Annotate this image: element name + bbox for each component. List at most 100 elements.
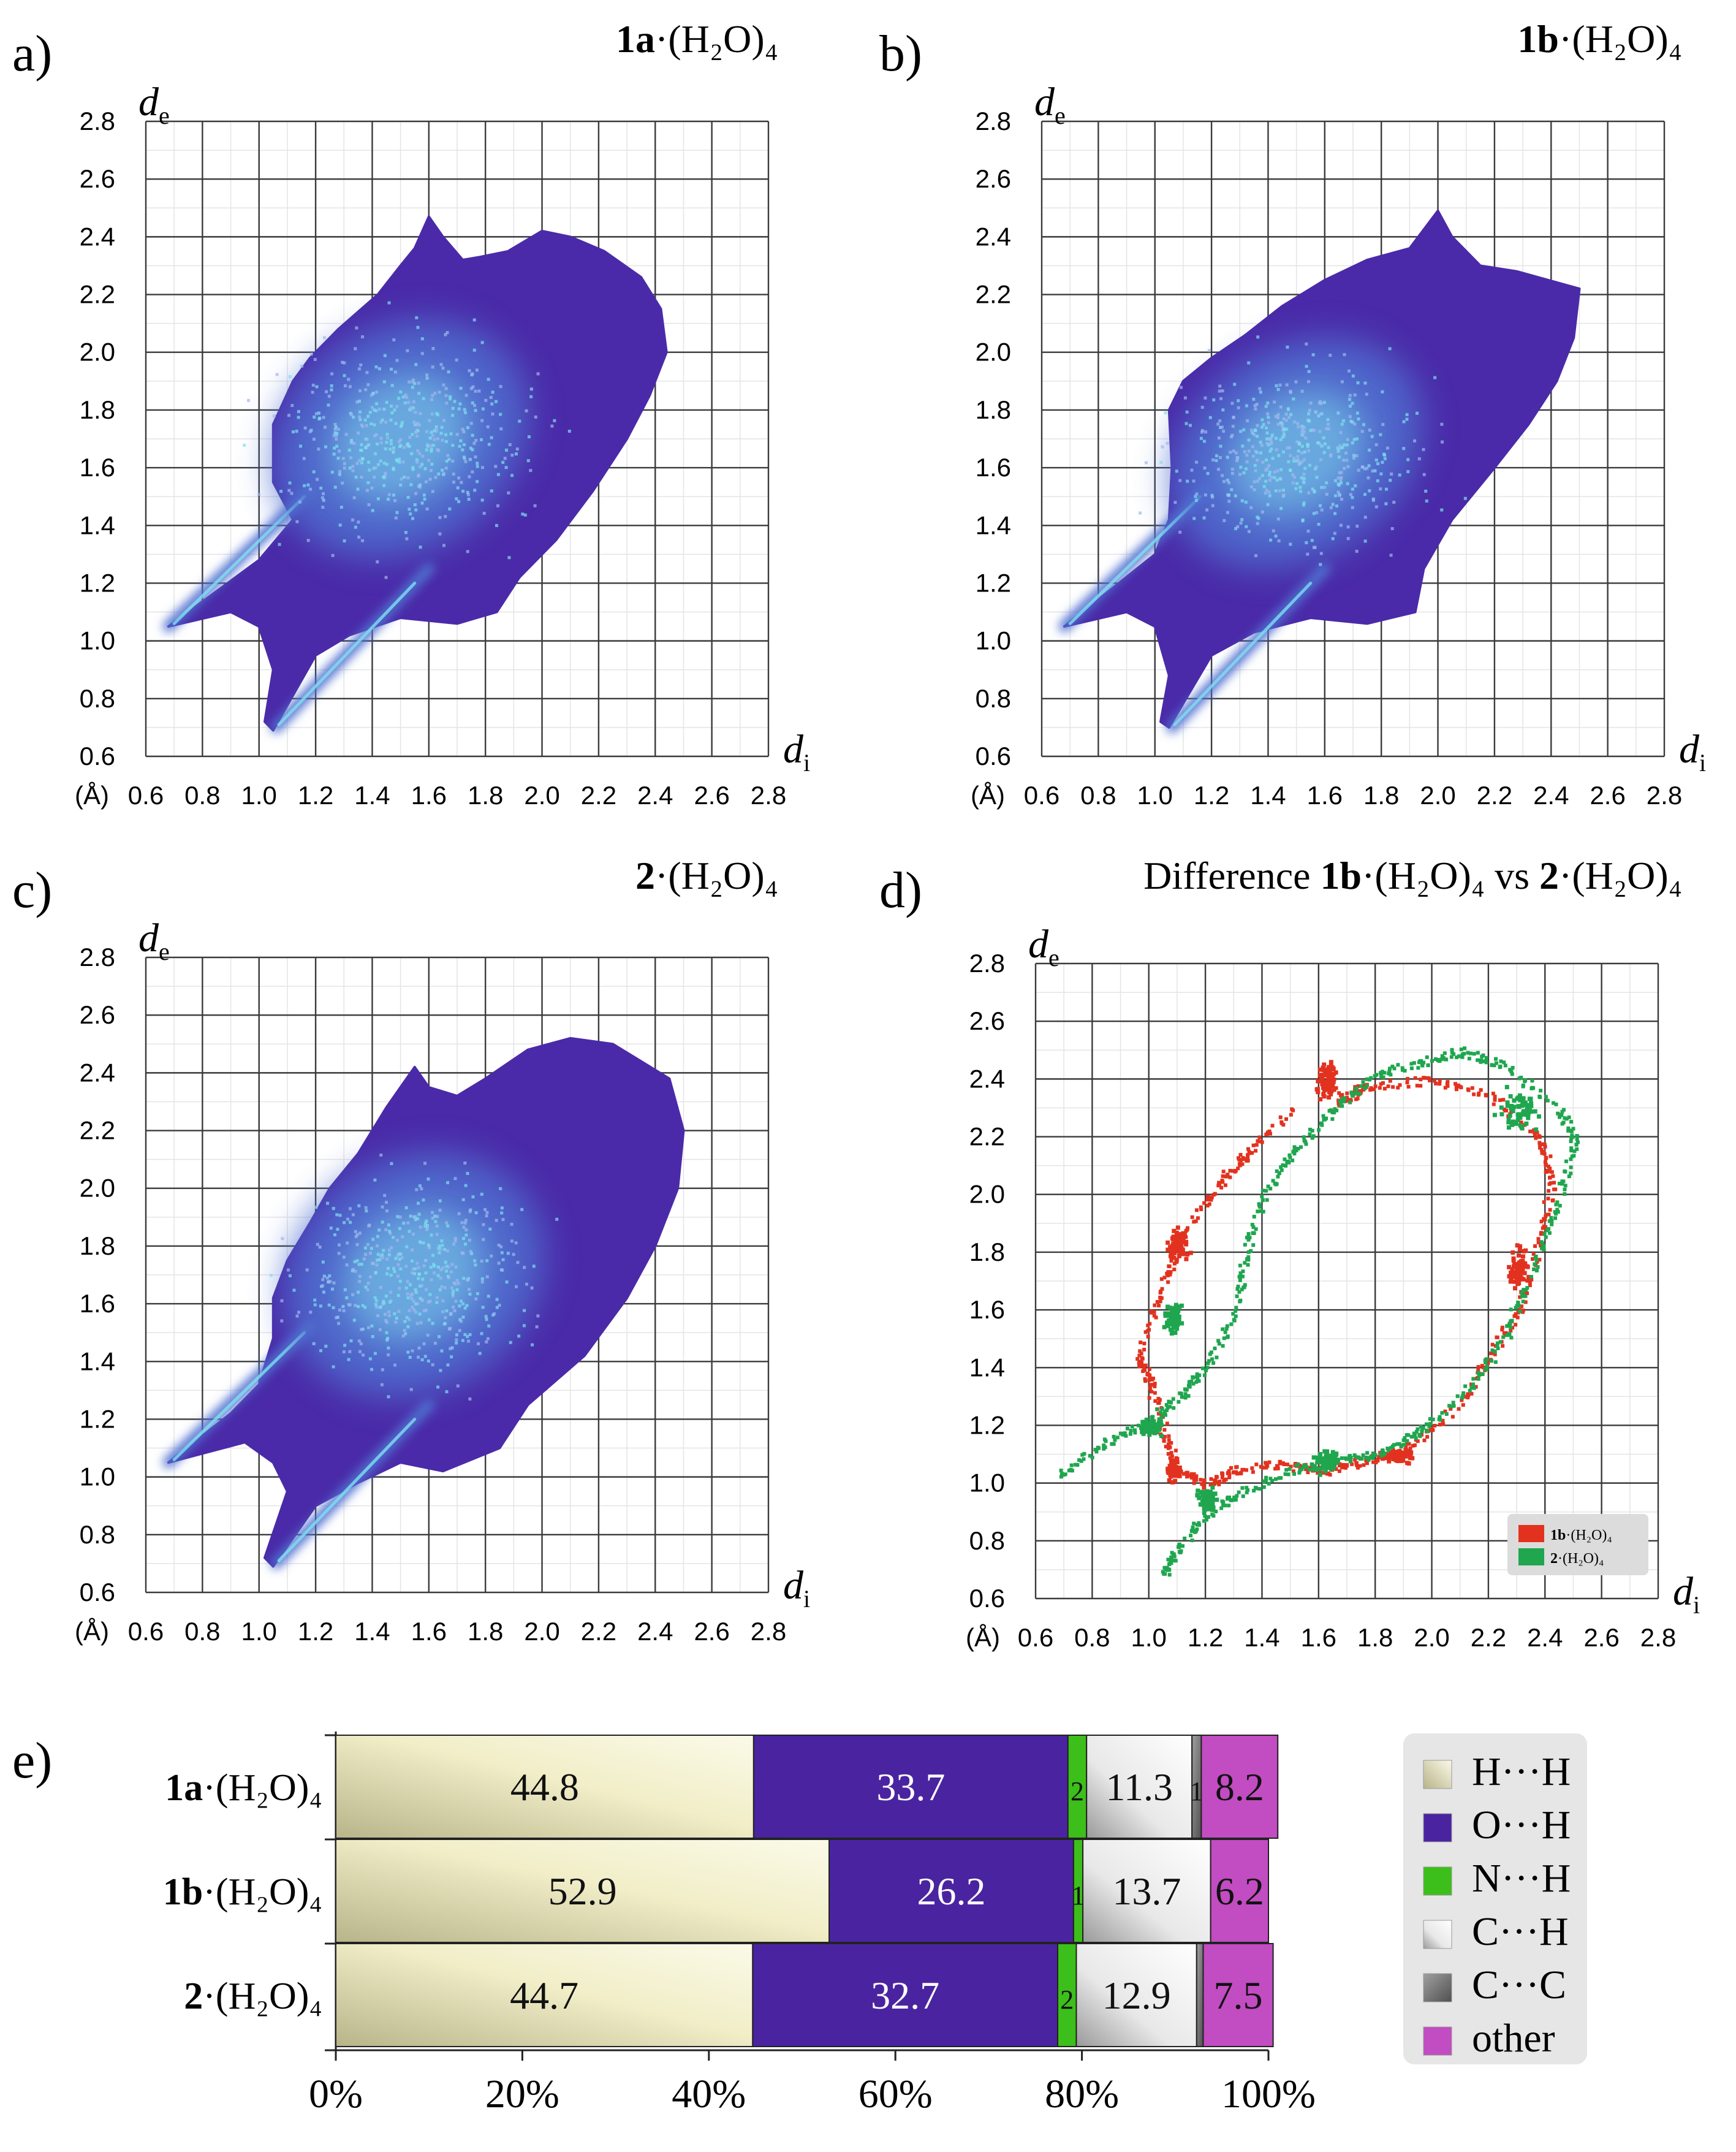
speckle <box>336 427 340 431</box>
speckle <box>1255 403 1259 406</box>
point <box>1547 1226 1551 1231</box>
point <box>1569 1171 1573 1176</box>
point <box>1560 1122 1564 1126</box>
x-tick-label: 1.2 <box>1194 781 1229 810</box>
speckle <box>361 539 365 542</box>
speckle <box>1306 419 1310 422</box>
bar-segment <box>1067 1735 1088 1839</box>
speckle <box>425 430 428 433</box>
point <box>1547 1188 1551 1193</box>
speckle <box>387 1395 390 1399</box>
point <box>1170 1473 1175 1478</box>
speckle <box>361 1328 365 1331</box>
point <box>1507 1113 1512 1118</box>
speckle <box>337 1252 341 1255</box>
speckle <box>354 1269 357 1273</box>
point <box>1112 1442 1116 1446</box>
x-tick-label: 2.6 <box>1583 1623 1619 1652</box>
speckle <box>345 1296 349 1299</box>
speckle <box>415 1188 419 1192</box>
speckle <box>1215 454 1218 458</box>
point <box>1207 1202 1211 1206</box>
point <box>1172 1558 1176 1562</box>
speckle <box>419 465 422 469</box>
point <box>1419 1059 1423 1063</box>
speckle <box>287 489 291 492</box>
speckle <box>1366 476 1370 480</box>
point <box>1147 1432 1152 1437</box>
point <box>1264 1478 1268 1483</box>
point <box>1238 1472 1243 1476</box>
point <box>1317 1472 1322 1477</box>
point <box>1524 1288 1528 1292</box>
speckle <box>1355 454 1359 458</box>
speckle <box>1339 431 1343 435</box>
speckle <box>359 1342 363 1345</box>
point <box>1264 1466 1268 1470</box>
point <box>1246 1153 1250 1157</box>
speckle <box>415 1261 419 1265</box>
point <box>1202 1511 1206 1515</box>
point <box>1305 1465 1309 1469</box>
x-tick-label: 2.4 <box>1527 1623 1563 1652</box>
point <box>1355 1091 1360 1095</box>
speckle <box>1297 449 1300 453</box>
speckle <box>295 430 298 433</box>
speckle <box>1413 439 1417 443</box>
speckle <box>359 363 363 367</box>
speckle <box>514 452 518 456</box>
speckle <box>363 418 367 422</box>
speckle <box>1333 531 1336 535</box>
speckle <box>1335 504 1338 508</box>
speckle <box>1218 384 1222 388</box>
speckle <box>379 459 382 463</box>
point <box>1167 1478 1172 1483</box>
point <box>1231 1312 1235 1316</box>
speckle <box>1227 500 1231 503</box>
point <box>1327 1082 1332 1087</box>
speckle <box>364 1285 368 1289</box>
y-tick-label: 2.0 <box>969 1180 1005 1209</box>
speckle <box>1360 430 1364 433</box>
point <box>1177 1304 1182 1309</box>
point <box>1170 1551 1174 1555</box>
speckle <box>480 1192 483 1196</box>
y-tick-label: 1.4 <box>80 511 115 539</box>
point <box>1469 1391 1474 1396</box>
point <box>1169 1458 1173 1462</box>
speckle <box>1245 454 1249 457</box>
speckle <box>409 1214 412 1218</box>
speckle <box>1346 525 1350 529</box>
speckle <box>1284 419 1288 422</box>
speckle <box>1273 400 1276 404</box>
point <box>1547 1182 1552 1186</box>
title-bold-2: 2 <box>1539 854 1559 897</box>
point <box>1317 1451 1322 1456</box>
speckle <box>1204 430 1208 434</box>
speckle <box>275 373 279 376</box>
speckle <box>1289 390 1292 394</box>
speckle <box>500 1211 504 1215</box>
point <box>1264 1461 1268 1465</box>
speckle <box>458 1318 462 1321</box>
speckle <box>1254 449 1257 453</box>
point <box>1490 1359 1494 1363</box>
speckle <box>1362 423 1366 427</box>
speckle <box>438 1335 441 1339</box>
point <box>1510 1065 1515 1070</box>
point <box>1512 1271 1517 1276</box>
speckle <box>461 428 464 432</box>
point <box>1466 1051 1470 1055</box>
bar-segment <box>828 1839 1074 1943</box>
speckle <box>464 1184 468 1187</box>
speckle <box>1381 390 1384 394</box>
point <box>1382 1452 1386 1456</box>
point <box>1208 1501 1213 1506</box>
speckle <box>469 446 472 450</box>
point <box>1509 1325 1513 1329</box>
speckle <box>419 1296 422 1300</box>
point <box>1304 1467 1308 1472</box>
speckle <box>1267 490 1271 494</box>
point <box>1416 1427 1420 1431</box>
y-tick-label: 1.8 <box>80 1231 115 1260</box>
